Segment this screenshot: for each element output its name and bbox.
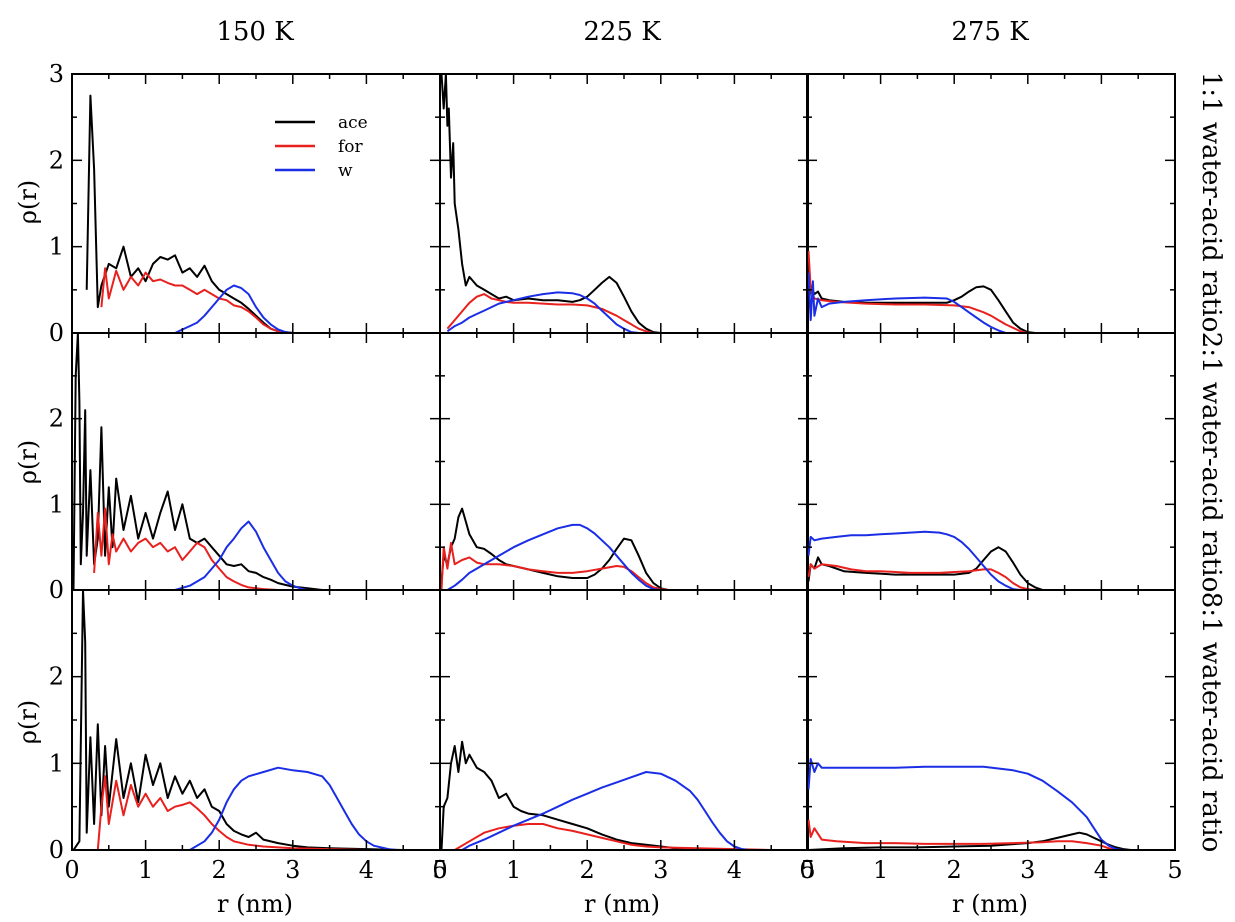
series-for-line: [440, 541, 669, 590]
series-ace-line: [807, 546, 1043, 590]
series-ace-line: [440, 740, 735, 850]
x-tick-label: 0: [64, 856, 79, 884]
series-w-line: [807, 530, 1021, 590]
panel-series: [807, 530, 1043, 590]
ylabel-row-2: ρ(r): [14, 440, 42, 484]
row-title-1-1: 1:1 water-acid ratio: [1196, 72, 1226, 333]
series-ace-line: [440, 74, 661, 333]
panel-frame: [439, 589, 809, 851]
series-for-line: [100, 267, 293, 333]
panel-series: [440, 74, 661, 333]
panel-frame: [806, 73, 1176, 334]
x-tick-label: 2: [947, 856, 962, 884]
x-tick-label: 0: [799, 856, 814, 884]
series-for-line: [454, 823, 772, 850]
series-for-line: [96, 775, 367, 850]
ylabel-row-1: ρ(r): [14, 180, 42, 224]
series-w-line: [446, 291, 639, 333]
y-tick-label: 0: [49, 836, 64, 864]
row-title-2-1: 2:1 water-acid ratio: [1196, 332, 1226, 593]
x-tick-label: 1: [873, 856, 888, 884]
panel-frame: [439, 73, 809, 334]
x-tick-label: 3: [1020, 856, 1035, 884]
x-tick-label: 3: [285, 856, 300, 884]
panel-r2-c2: 0 1 2 3 4 5: [799, 589, 1183, 884]
panel-series: [85, 94, 293, 333]
y-tick-label: 2: [49, 405, 64, 433]
panel-series: [807, 250, 1036, 333]
series-w-line: [807, 272, 1007, 333]
series-ace-line: [440, 507, 669, 590]
panel-r0-c2: [806, 73, 1176, 334]
series-ace-line: [808, 831, 1131, 850]
y-tick-label: 3: [49, 60, 64, 88]
panel-frame: [71, 332, 441, 591]
panel-series: [807, 758, 1131, 850]
xlabel-col-3: r (nm): [952, 890, 1028, 918]
row-title-8-1: 8:1 water-acid ratio: [1196, 592, 1226, 853]
column-title-275k: 275 K: [951, 17, 1029, 47]
y-tick-label: 0: [49, 319, 64, 347]
y-tick-label: 1: [49, 749, 64, 777]
ylabel-row-3: ρ(r): [14, 700, 42, 744]
xlabel-col-2: r (nm): [584, 890, 660, 918]
column-title-225k: 225 K: [583, 17, 661, 47]
x-tick-label: 3: [653, 856, 668, 884]
x-tick-label: 4: [727, 856, 742, 884]
panel-frame: [71, 589, 441, 851]
series-w-line: [174, 520, 308, 590]
panel-r1-c1: [439, 332, 809, 591]
legend-label-for: for: [338, 137, 364, 157]
x-tick-label: 1: [138, 856, 153, 884]
panel-series: [72, 590, 404, 850]
series-w-line: [807, 758, 1124, 850]
legend-label-w: w: [338, 161, 353, 181]
panel-r1-c2: [806, 332, 1176, 591]
x-tick-label: 5: [800, 856, 815, 884]
x-tick-label: 4: [359, 856, 374, 884]
series-w-line: [174, 284, 293, 333]
panel-frame: [71, 73, 441, 334]
panel-series: [72, 333, 323, 590]
x-tick-label: 5: [432, 856, 447, 884]
y-tick-label: 2: [49, 663, 64, 691]
x-tick-label: 2: [212, 856, 227, 884]
series-for-line: [93, 507, 279, 590]
xlabel-col-1: r (nm): [217, 890, 293, 918]
panel-r1-c0: 0 1 2: [49, 332, 441, 604]
series-for-line: [807, 819, 1117, 850]
series-for-line: [807, 250, 1029, 333]
panel-frame: [806, 589, 1176, 851]
panel-frame: [439, 332, 809, 591]
series-ace-line: [72, 333, 323, 590]
y-tick-label: 2: [49, 146, 64, 174]
panel-r0-c1: [439, 73, 809, 334]
legend-label-ace: ace: [338, 113, 368, 133]
series-ace-line: [807, 284, 1036, 333]
panel-series: [440, 740, 772, 850]
column-title-150k: 150 K: [216, 17, 294, 47]
series-ace-line: [72, 590, 404, 850]
panel-series: [440, 507, 669, 590]
x-tick-label: 1: [506, 856, 521, 884]
series-ace-line: [85, 94, 293, 333]
x-tick-label: 0: [432, 856, 447, 884]
panel-r0-c0: 0 1 2 3: [49, 60, 441, 347]
series-w-line: [461, 771, 750, 850]
x-tick-label: 5: [1167, 856, 1182, 884]
series-w-line: [446, 523, 661, 590]
series-for-line: [446, 293, 654, 333]
y-tick-label: 1: [49, 490, 64, 518]
y-tick-label: 0: [49, 576, 64, 604]
x-tick-label: 4: [1094, 856, 1109, 884]
series-w-line: [189, 766, 396, 850]
panel-r2-c1: 0 1 2 3 4 5: [432, 589, 816, 884]
y-tick-label: 1: [49, 233, 64, 261]
x-tick-label: 2: [580, 856, 595, 884]
legend: ace for w: [275, 113, 368, 181]
series-for-line: [807, 563, 1036, 590]
